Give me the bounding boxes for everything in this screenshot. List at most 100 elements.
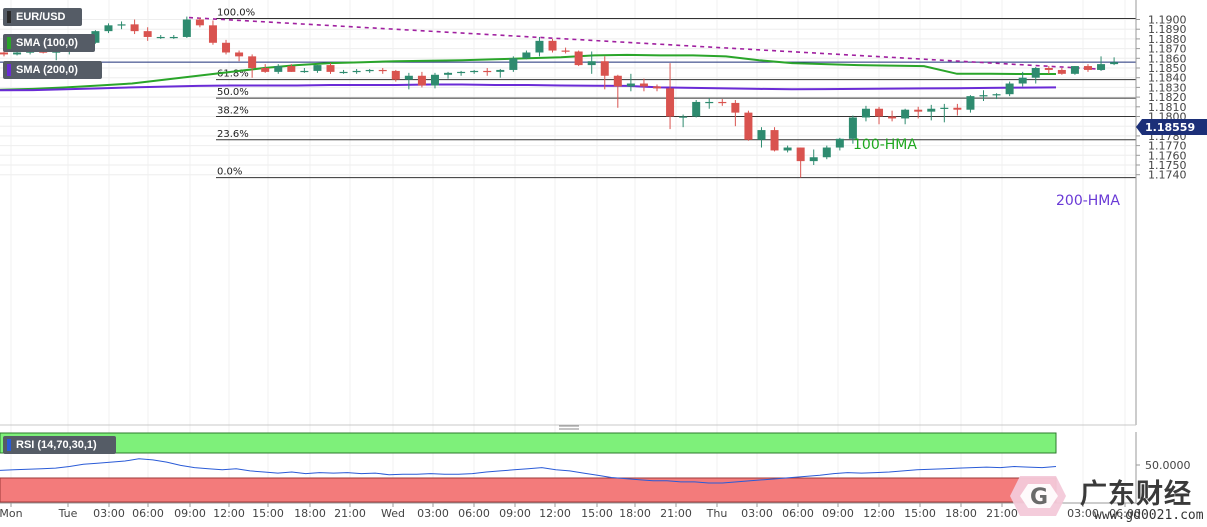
- y-tick-label: 1.1760: [1148, 149, 1187, 162]
- candle-body: [861, 108, 870, 118]
- candle-body: [522, 52, 531, 59]
- watermark-logo: G: [1008, 470, 1068, 522]
- candle-body: [927, 108, 936, 112]
- candle-body: [679, 116, 688, 118]
- sma100-tag[interactable]: SMA (100,0): [3, 34, 95, 52]
- candle-body: [52, 51, 61, 53]
- candle-body: [26, 51, 35, 53]
- candle-body: [287, 66, 296, 72]
- candle-body: [600, 61, 609, 76]
- candle-body: [208, 25, 217, 43]
- fib-level-label: 50.0%: [217, 87, 249, 98]
- candle-body: [391, 70, 400, 80]
- fib-level-label: 100.0%: [217, 8, 255, 19]
- rsi-label: RSI (14,70,30,1): [16, 439, 97, 451]
- y-tick-label: 1.1820: [1148, 91, 1187, 104]
- candle-body: [626, 83, 635, 87]
- candle-body: [731, 102, 740, 113]
- rsi-overbought-zone: [0, 432, 1057, 454]
- candle-body: [953, 107, 962, 110]
- hma100-label: 100-HMA: [853, 137, 917, 153]
- watermark-brand: 广东财经: [1080, 479, 1192, 510]
- candle-body: [430, 74, 439, 86]
- candle-body: [888, 116, 897, 119]
- y-tick-label: 1.1840: [1148, 72, 1187, 85]
- symbol-tag[interactable]: EUR/USD: [3, 8, 82, 26]
- candles: [0, 16, 1119, 178]
- x-tick-label: 09:00: [174, 507, 206, 520]
- trendline: [188, 16, 1106, 71]
- x-tick-label: 12:00: [213, 507, 245, 520]
- candle-body: [783, 147, 792, 151]
- candle-body: [39, 51, 48, 53]
- candle-body: [261, 68, 270, 72]
- candle-body: [653, 86, 661, 89]
- candle-body: [509, 58, 518, 70]
- x-tick-label: 15:00: [252, 507, 284, 520]
- y-tick-label: 1.1850: [1148, 62, 1187, 75]
- symbol-swatch: [7, 11, 11, 23]
- x-tick-label: 18:00: [294, 507, 326, 520]
- fib-level-label: 0.0%: [217, 167, 242, 178]
- descending-trendline: [188, 16, 1106, 71]
- svg-text:G: G: [1030, 485, 1048, 510]
- y-tick-label: 1.1880: [1148, 33, 1187, 46]
- candle-body: [352, 70, 361, 73]
- y-tick-label: 1.1830: [1148, 81, 1187, 94]
- x-tick-label: 18:00: [619, 507, 651, 520]
- rsi-oversold-zone: [0, 477, 1057, 503]
- rsi-swatch: [7, 439, 11, 451]
- sma200-tag[interactable]: SMA (200,0): [3, 61, 102, 79]
- candle-body: [1005, 83, 1014, 95]
- x-tick-label: 15:00: [581, 507, 613, 520]
- y-tick-label: 1.1900: [1148, 14, 1187, 27]
- candle-body: [548, 40, 557, 51]
- candle-body: [0, 52, 8, 55]
- x-tick-label: 03:00: [1067, 507, 1099, 520]
- x-tick-label: 09:00: [499, 507, 531, 520]
- candle-body: [313, 65, 322, 71]
- hma200-label: 200-HMA: [1056, 193, 1120, 209]
- candle-body: [404, 75, 413, 80]
- rsi-line: [0, 458, 1057, 484]
- candle-body: [156, 36, 165, 39]
- candle-body: [444, 72, 453, 75]
- candle-body: [796, 147, 805, 162]
- sma200-label: SMA (200,0): [16, 64, 78, 76]
- watermark-url: www.gd0021.com: [1094, 508, 1204, 523]
- candle-body: [809, 157, 818, 162]
- candle-body: [835, 138, 844, 148]
- candle-body: [535, 40, 544, 53]
- candle-body: [13, 52, 22, 55]
- x-tick-label: 15:00: [904, 507, 936, 520]
- candle-body: [1070, 66, 1079, 74]
- x-tick-label: 21:00: [334, 507, 366, 520]
- x-tick-label: 21:00: [660, 507, 692, 520]
- candle-body: [822, 147, 831, 158]
- candle-body: [496, 69, 505, 72]
- rsi-tag[interactable]: RSI (14,70,30,1): [3, 436, 116, 454]
- candle-body: [1031, 68, 1040, 78]
- candle-body: [130, 24, 139, 32]
- candle-body: [1057, 69, 1066, 74]
- candle-body: [666, 88, 675, 117]
- candle-body: [235, 52, 244, 57]
- x-tick-label: 12:00: [539, 507, 571, 520]
- panel-resize-handle[interactable]: [559, 425, 579, 430]
- candle-body: [770, 130, 779, 151]
- candle-body: [483, 70, 492, 73]
- candle-body: [587, 61, 596, 66]
- current-price-label: 1.18559: [1145, 121, 1195, 134]
- candle-body: [639, 83, 648, 87]
- candle-body: [914, 109, 923, 112]
- candle-body: [248, 56, 257, 68]
- candle-body: [992, 94, 1001, 96]
- candle-body: [1044, 68, 1053, 70]
- y-tick-label: 1.1870: [1148, 43, 1187, 56]
- sma200-line: [0, 83, 1057, 92]
- x-tick-label: 06:00: [458, 507, 490, 520]
- sma100-swatch: [7, 37, 11, 49]
- candle-body: [1018, 77, 1027, 84]
- candle-body: [457, 71, 466, 74]
